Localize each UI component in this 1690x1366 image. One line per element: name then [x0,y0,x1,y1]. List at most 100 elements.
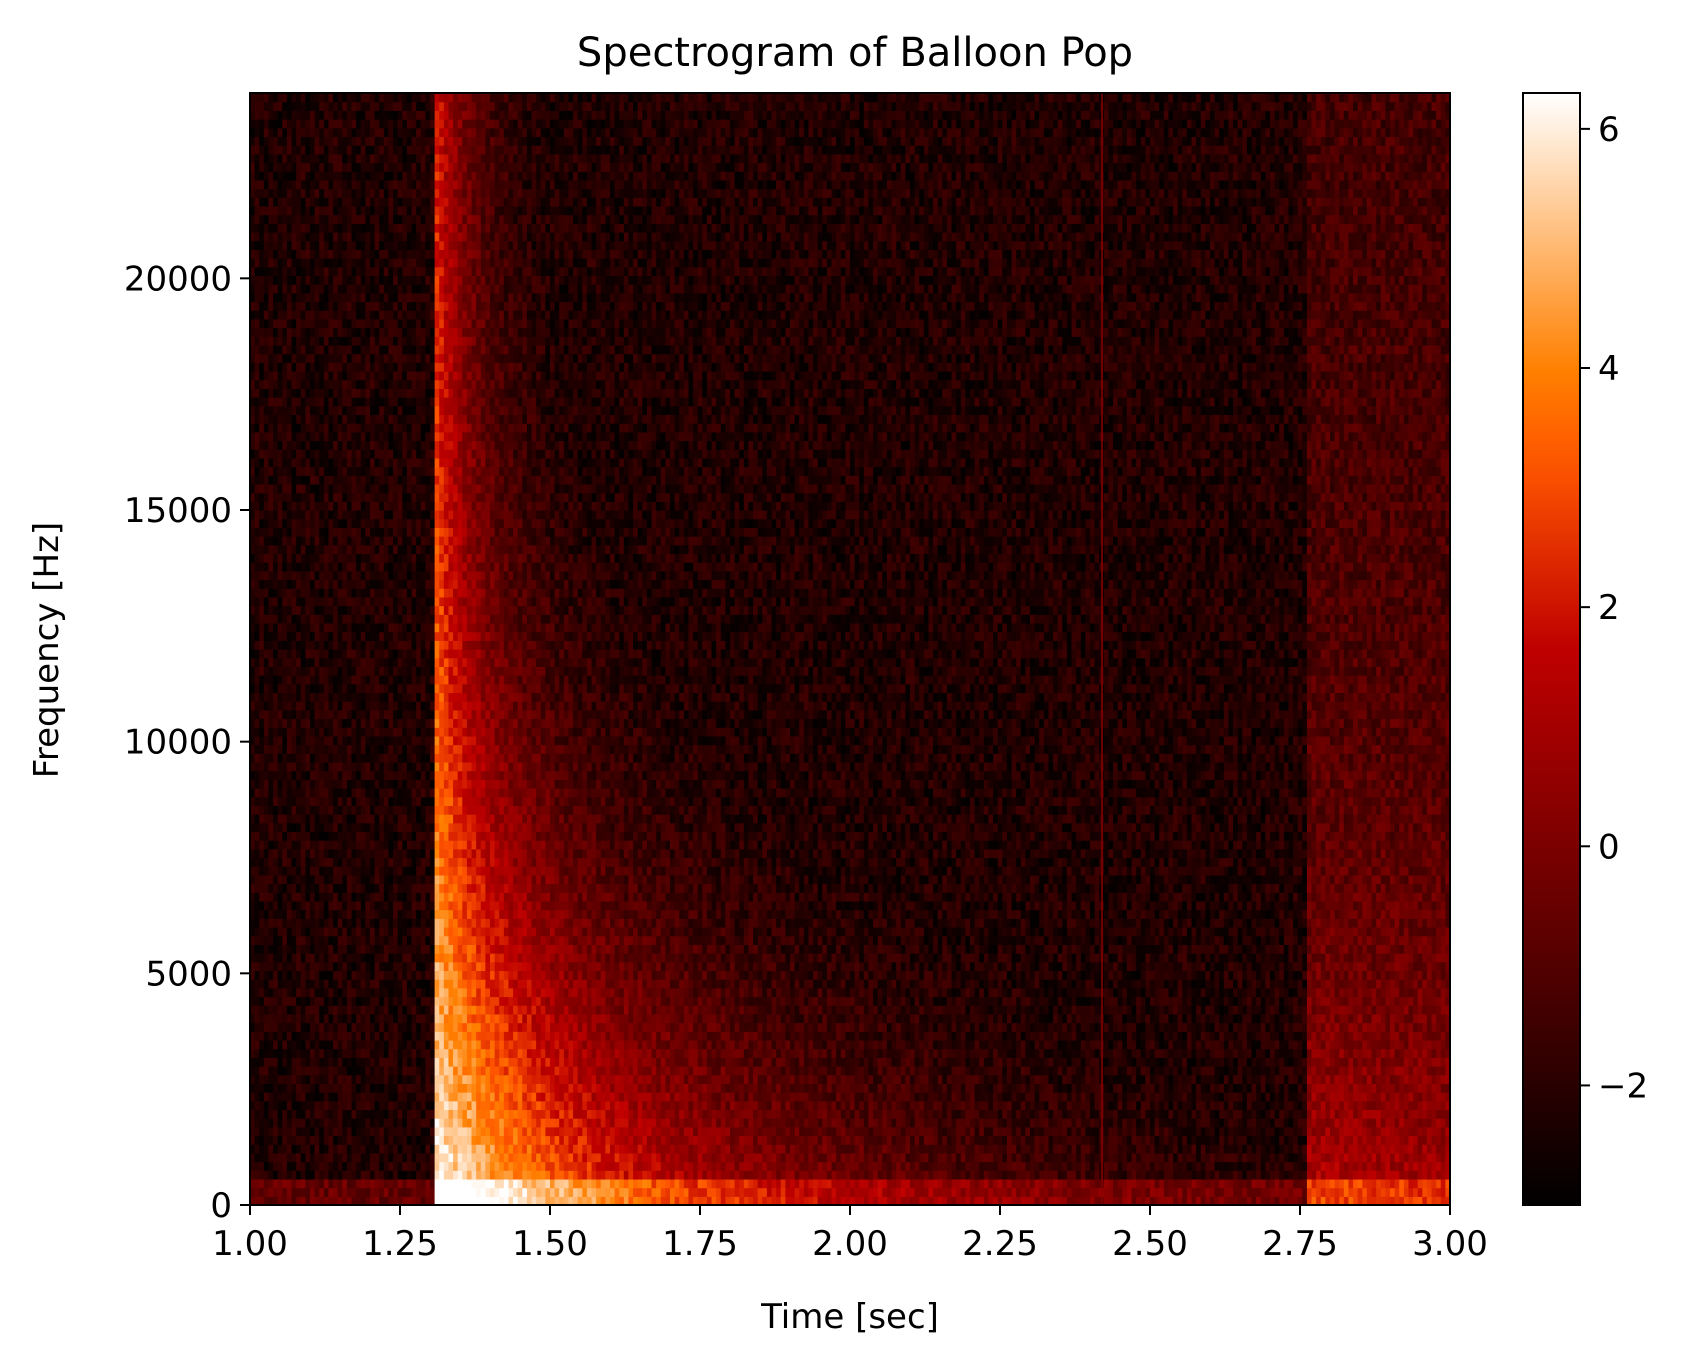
heatmap-cell [393,657,399,667]
heatmap-cell [277,631,283,641]
heatmap-cell [254,596,260,607]
heatmap-cell [351,501,357,511]
heatmap-cell [388,544,394,555]
heatmap-cell [268,675,274,685]
heatmap-cell [291,1187,297,1197]
heatmap-cell [328,223,334,233]
heatmap-cell [268,735,274,746]
heatmap-cell [346,240,353,250]
heatmap-cell [296,970,302,980]
heatmap-cell [393,683,399,694]
heatmap-cell [323,310,330,320]
heatmap-cell [286,570,293,581]
heatmap-cell [383,1187,390,1197]
heatmap-cell [393,284,399,294]
heatmap-cell [305,223,311,233]
heatmap-cell [286,93,293,103]
heatmap-cell [370,987,376,998]
heatmap-cell [314,423,320,433]
heatmap-cell [300,1126,306,1137]
heatmap-cell [300,1170,306,1180]
heatmap-cell [383,171,390,181]
heatmap-cell [416,979,422,989]
heatmap-cell [425,344,431,355]
heatmap-cell [333,145,339,155]
heatmap-cell [286,1144,293,1154]
heatmap-cell [263,457,270,468]
heatmap-cell [263,327,270,337]
heatmap-cell [296,892,302,902]
heatmap-cell [420,223,426,233]
heatmap-cell [346,431,353,442]
heatmap-cell [360,501,366,511]
heatmap-cell [402,570,408,581]
heatmap-cell [250,840,256,850]
heatmap-cell [286,1152,293,1163]
heatmap-cell [296,518,302,528]
heatmap-cell [379,457,385,468]
heatmap-cell [370,310,376,320]
heatmap-cell [259,866,265,876]
heatmap-cell [365,831,371,841]
heatmap-cell [337,1196,343,1206]
heatmap-cell [416,101,422,111]
heatmap-cell [383,831,390,841]
heatmap-cell [360,944,366,954]
heatmap-cell [420,805,426,815]
heatmap-cell [393,814,399,824]
heatmap-cell [365,440,371,450]
heatmap-cell [273,788,279,798]
heatmap-cell [333,666,339,676]
heatmap-cell [406,371,413,381]
heatmap-cell [406,249,413,259]
heatmap-cell [323,431,330,442]
heatmap-cell [277,101,283,111]
heatmap-cell [406,1118,413,1128]
heatmap-cell [351,449,357,459]
heatmap-cell [273,701,279,711]
heatmap-cell [406,918,413,928]
heatmap-cell [254,544,260,555]
heatmap-cell [310,727,316,737]
heatmap-cell [259,197,265,207]
heatmap-cell [383,1092,390,1102]
heatmap-cell [259,1066,265,1076]
heatmap-cell [370,1005,376,1015]
heatmap-cell [328,918,334,928]
heatmap-cell [374,362,380,372]
heatmap-cell [370,900,376,911]
heatmap-cell [305,440,311,450]
heatmap-cell [370,701,376,711]
heatmap-cell [286,640,293,650]
heatmap-cell [310,1178,316,1189]
heatmap-cell [323,197,330,207]
heatmap-cell [333,249,339,259]
heatmap-cell [351,718,357,728]
heatmap-cell [286,562,293,572]
heatmap-cell [342,640,348,650]
heatmap-cell [319,657,325,667]
heatmap-cell [393,101,399,111]
heatmap-cell [328,405,334,416]
heatmap-cell [323,518,330,528]
heatmap-cell [254,692,260,702]
heatmap-cell [273,197,279,207]
heatmap-cell [416,127,422,138]
heatmap-cell [328,318,334,329]
heatmap-cell [356,614,362,624]
heatmap-cell [277,701,283,711]
heatmap-cell [393,927,399,937]
heatmap-cell [282,744,288,754]
heatmap-cell [333,927,339,937]
heatmap-cell [383,596,390,607]
heatmap-cell [268,1170,274,1180]
heatmap-cell [273,379,279,389]
heatmap-cell [277,1083,283,1093]
heatmap-cell [319,1126,325,1137]
heatmap-cell [305,1066,311,1076]
heatmap-cell [374,1048,380,1058]
heatmap-cell [286,1022,293,1032]
heatmap-cell [379,970,385,980]
heatmap-cell [342,1144,348,1154]
heatmap-cell [402,492,408,502]
